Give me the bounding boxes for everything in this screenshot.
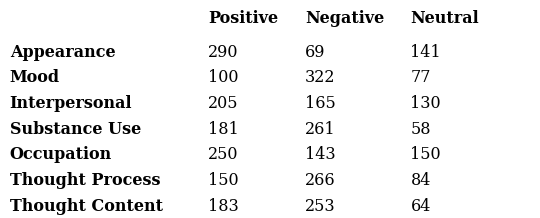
Text: Neutral: Neutral [410,10,479,27]
Text: 64: 64 [410,198,431,215]
Text: 183: 183 [208,198,239,215]
Text: 58: 58 [410,121,431,138]
Text: Occupation: Occupation [10,146,112,164]
Text: 165: 165 [305,95,336,112]
Text: 77: 77 [410,69,431,86]
Text: 253: 253 [305,198,336,215]
Text: Mood: Mood [10,69,60,86]
Text: 150: 150 [410,146,441,164]
Text: 143: 143 [305,146,336,164]
Text: Thought Content: Thought Content [10,198,163,215]
Text: Thought Process: Thought Process [10,172,160,189]
Text: 250: 250 [208,146,238,164]
Text: 266: 266 [305,172,336,189]
Text: 261: 261 [305,121,336,138]
Text: 100: 100 [208,69,238,86]
Text: 150: 150 [208,172,239,189]
Text: Positive: Positive [208,10,278,27]
Text: 205: 205 [208,95,238,112]
Text: Appearance: Appearance [10,44,116,61]
Text: 69: 69 [305,44,326,61]
Text: Negative: Negative [305,10,384,27]
Text: 290: 290 [208,44,238,61]
Text: 141: 141 [410,44,441,61]
Text: 181: 181 [208,121,239,138]
Text: Substance Use: Substance Use [10,121,141,138]
Text: 130: 130 [410,95,441,112]
Text: 322: 322 [305,69,335,86]
Text: 84: 84 [410,172,431,189]
Text: Interpersonal: Interpersonal [10,95,132,112]
